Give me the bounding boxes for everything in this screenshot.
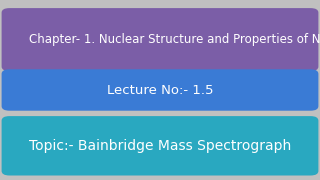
Text: Chapter- 1. Nuclear Structure and Properties of Nuclei: Chapter- 1. Nuclear Structure and Proper…: [29, 33, 320, 46]
Text: Topic:- Bainbridge Mass Spectrograph: Topic:- Bainbridge Mass Spectrograph: [29, 139, 291, 153]
FancyBboxPatch shape: [2, 116, 318, 176]
FancyBboxPatch shape: [2, 69, 318, 111]
Text: Lecture No:- 1.5: Lecture No:- 1.5: [107, 84, 213, 96]
FancyBboxPatch shape: [2, 8, 318, 71]
